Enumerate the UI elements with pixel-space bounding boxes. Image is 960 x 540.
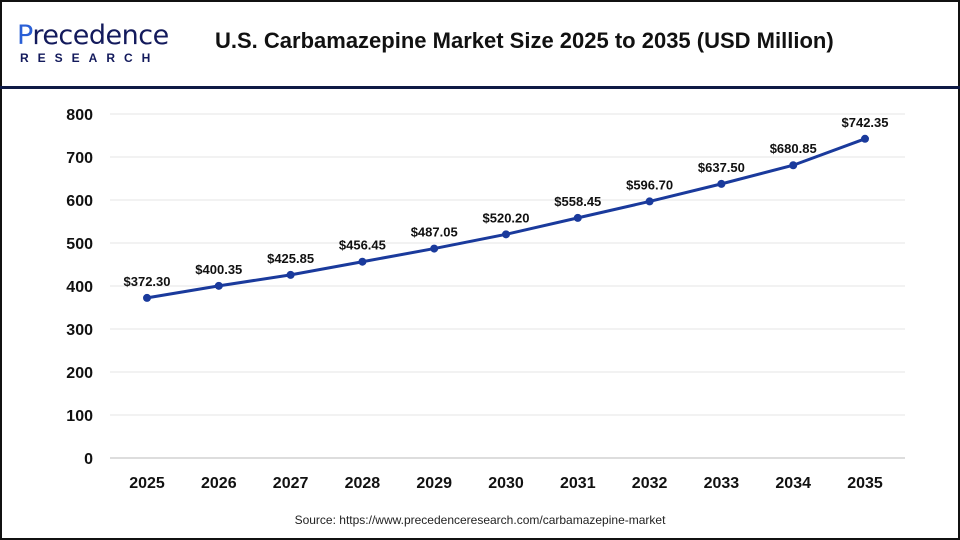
y-tick-label: 300 [66,322,93,339]
data-point [214,281,223,290]
x-tick-label: 2031 [560,475,596,492]
source-note: Source: https://www.precedenceresearch.c… [294,513,666,527]
data-point [789,161,798,170]
x-tick-label: 2029 [416,475,452,492]
precedence-research-logo: Precedence RESEARCH [17,20,169,65]
data-point [286,270,295,279]
x-tick-label: 2030 [488,475,524,492]
x-tick-label: 2033 [704,475,740,492]
x-tick-label: 2032 [632,475,668,492]
header: Precedence RESEARCH U.S. Carbamazepine M… [0,0,960,89]
y-tick-label: 0 [84,451,93,468]
data-point [645,197,654,206]
y-tick-label: 800 [66,107,93,124]
data-point [717,179,726,188]
data-point [143,293,151,302]
y-tick-label: 600 [66,193,93,210]
data-point [502,230,510,239]
x-tick-label: 2027 [273,475,309,492]
data-point [430,244,439,253]
data-point [861,134,869,143]
data-label: $742.35 [842,115,889,130]
data-point [573,213,582,222]
data-label: $400.35 [195,262,242,277]
data-label: $487.05 [411,225,458,240]
data-label: $558.45 [554,194,601,209]
y-tick-label: 200 [66,365,93,382]
data-label: $425.85 [267,251,314,266]
data-label: $596.70 [626,177,673,192]
data-label: $637.50 [698,160,745,175]
x-tick-label: 2035 [847,475,883,492]
logo-text: Precedence [17,20,169,51]
y-tick-label: 400 [66,279,93,296]
y-tick-label: 700 [66,150,93,167]
x-tick-label: 2025 [129,475,165,492]
x-tick-label: 2034 [775,475,811,492]
data-label: $520.20 [483,210,530,225]
data-point [358,257,367,266]
y-tick-label: 100 [66,408,93,425]
y-tick-label: 500 [66,236,93,253]
data-label: $456.45 [339,238,386,253]
x-tick-label: 2026 [201,475,237,492]
x-tick-label: 2028 [345,475,381,492]
logo-subtext: RESEARCH [20,51,160,65]
data-label: $680.85 [770,141,817,156]
data-label: $372.30 [124,274,171,289]
chart-title: U.S. Carbamazepine Market Size 2025 to 2… [215,28,834,53]
